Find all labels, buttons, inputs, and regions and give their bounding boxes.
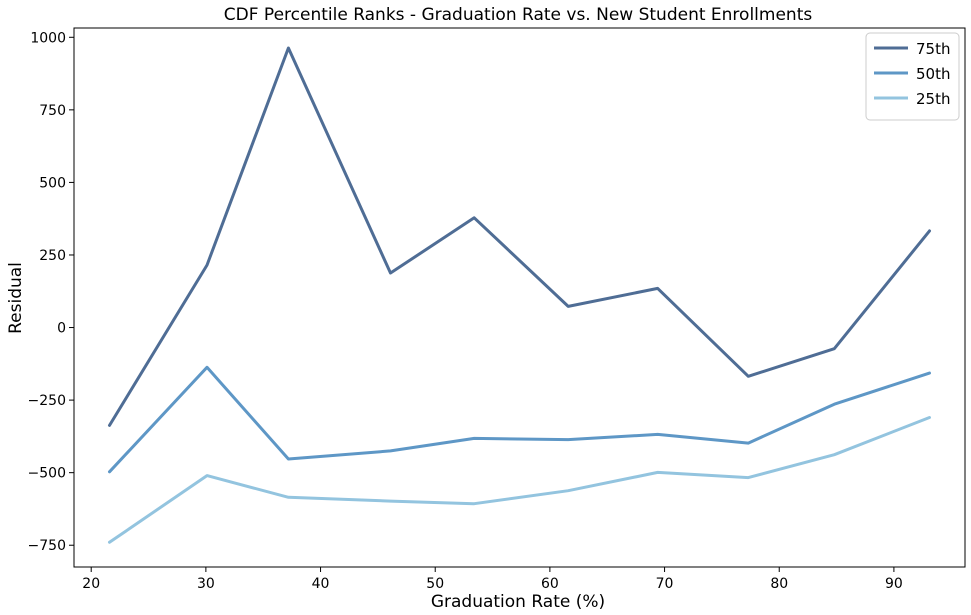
y-tick-label: 250 [39, 248, 66, 264]
x-axis: 20 30 40 50 60 70 80 90 [82, 567, 903, 592]
y-tick-label: −500 [28, 466, 66, 482]
legend-entry: 25th [916, 90, 950, 108]
legend-entry: 75th [916, 40, 950, 58]
legend-entry: 50th [916, 65, 950, 83]
y-tick-label: −750 [28, 538, 66, 554]
y-axis-label: Residual [6, 262, 26, 334]
series-lines [108, 46, 931, 544]
x-tick-label: 20 [82, 576, 100, 592]
x-tick-label: 70 [656, 576, 674, 592]
series-line-75th [108, 46, 931, 427]
plot-area [73, 27, 966, 568]
series-line-25th [108, 416, 931, 544]
y-tick-label: −250 [28, 393, 66, 409]
x-tick-label: 60 [541, 576, 559, 592]
chart-title: CDF Percentile Ranks - Graduation Rate v… [224, 5, 813, 25]
x-tick-label: 50 [426, 576, 444, 592]
y-axis: −750 −500 −250 0 250 500 750 1000 [28, 30, 74, 554]
plot-frame [73, 27, 966, 568]
legend: 75th 50th 25th [865, 32, 960, 121]
series-line-50th [108, 365, 931, 474]
x-tick-label: 40 [312, 576, 330, 592]
x-tick-label: 80 [770, 576, 788, 592]
y-tick-label: 0 [57, 321, 66, 337]
y-tick-label: 1000 [30, 30, 66, 46]
y-tick-label: 500 [39, 175, 66, 191]
x-axis-label: Graduation Rate (%) [431, 592, 605, 612]
x-tick-label: 90 [885, 576, 903, 592]
x-tick-label: 30 [197, 576, 215, 592]
y-tick-label: 750 [39, 103, 66, 119]
